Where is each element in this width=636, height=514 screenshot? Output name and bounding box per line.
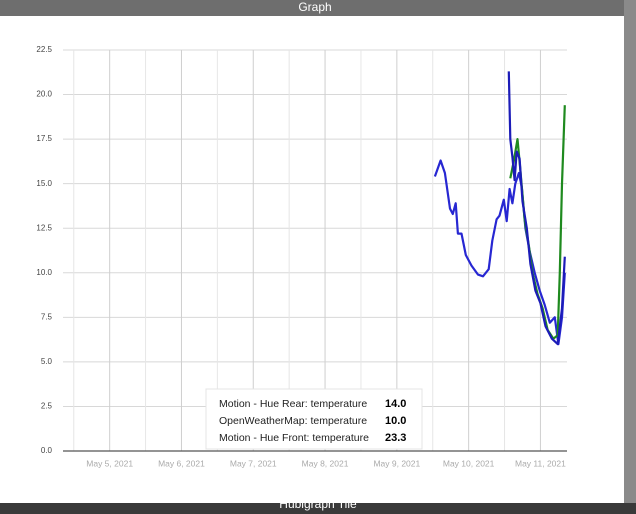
- legend-value: 23.3: [385, 432, 406, 444]
- y-tick-label: 12.5: [36, 223, 52, 232]
- legend-label: OpenWeatherMap: temperature: [219, 415, 367, 427]
- legend-label: Motion - Hue Front: temperature: [219, 432, 369, 444]
- side-bar: [624, 0, 636, 503]
- series-line: [507, 71, 566, 346]
- y-tick-label: 7.5: [41, 312, 53, 321]
- x-tick-label: May 8, 2021: [302, 458, 349, 468]
- legend-label: Motion - Hue Rear: temperature: [219, 398, 367, 410]
- footer-bar: [0, 503, 636, 514]
- y-tick-label: 17.5: [36, 134, 52, 143]
- y-tick-label: 0.0: [41, 446, 53, 455]
- legend-value: 10.0: [385, 415, 406, 427]
- x-tick-label: May 5, 2021: [86, 458, 133, 468]
- tile-footer: Hubigraph Tile: [279, 497, 357, 511]
- plot: 0.0 2.5 5.0 7.5 10.0 12.5 15.0 17.5 20.0 22.5 May …: [36, 45, 567, 468]
- legend-box: [205, 388, 423, 450]
- y-tick-label: 22.5: [36, 45, 52, 54]
- y-tick-label: 5.0: [41, 357, 53, 366]
- legend: Motion - Hue Rear: temperature 14.0 OpenWe…: [205, 388, 423, 450]
- y-tick-label: 10.0: [36, 268, 52, 277]
- x-tick-label: May 10, 2021: [443, 458, 495, 468]
- x-tick-label: May 11, 2021: [515, 458, 566, 468]
- y-tick-label: 15.0: [36, 179, 52, 188]
- legend-value: 14.0: [385, 398, 406, 410]
- x-tick-label: May 7, 2021: [230, 458, 277, 468]
- header-bar: [0, 0, 636, 16]
- chart-title: Graph: [298, 0, 331, 14]
- y-tick-label: 2.5: [41, 402, 53, 411]
- x-tick-label: May 6, 2021: [158, 458, 205, 468]
- x-tick-label: May 9, 2021: [373, 458, 420, 468]
- y-tick-label: 20.0: [36, 90, 52, 99]
- series-line: [433, 159, 566, 346]
